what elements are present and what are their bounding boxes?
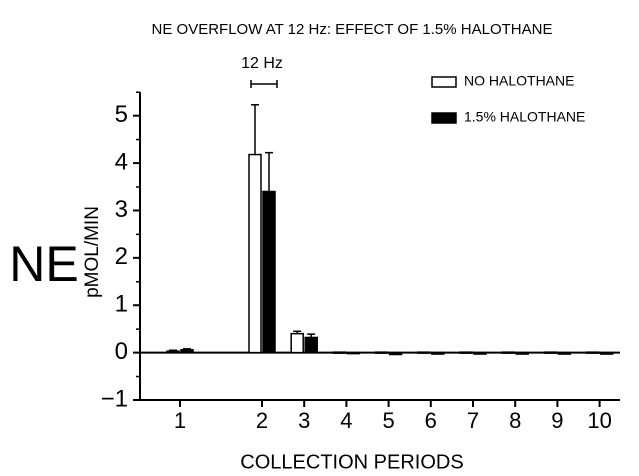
x-tick-label: 1 bbox=[174, 408, 186, 433]
y-title: NE bbox=[9, 236, 78, 292]
bar bbox=[346, 351, 361, 355]
bar bbox=[515, 351, 529, 355]
bar bbox=[417, 351, 431, 354]
error-bar bbox=[251, 104, 259, 155]
legend-label: 1.5% HALOTHANE bbox=[464, 109, 585, 125]
bar bbox=[585, 351, 600, 354]
x-tick-label: 9 bbox=[551, 408, 563, 433]
bar bbox=[501, 351, 515, 354]
x-tick-label: 6 bbox=[425, 408, 437, 433]
y-tick-label: 5 bbox=[115, 101, 128, 128]
y-axis-label: pMOL/MIN bbox=[82, 206, 103, 298]
x-tick-label: 10 bbox=[587, 408, 611, 433]
y-tick-label: −1 bbox=[101, 385, 128, 412]
x-axis-label: COLLECTION PERIODS bbox=[240, 451, 463, 473]
bar bbox=[388, 351, 403, 356]
error-bar bbox=[307, 333, 316, 338]
bar bbox=[599, 351, 614, 355]
error-bar bbox=[169, 349, 177, 352]
chart-title: NE OVERFLOW AT 12 Hz: EFFECT OF 1.5% HAL… bbox=[152, 21, 553, 38]
y-tick-label: 4 bbox=[115, 148, 128, 175]
bar bbox=[332, 351, 347, 354]
bar bbox=[262, 190, 276, 354]
bar bbox=[166, 350, 180, 354]
bar bbox=[248, 153, 262, 354]
x-tick-label: 4 bbox=[340, 408, 352, 433]
bar bbox=[374, 351, 389, 354]
legend-label: NO HALOTHANE bbox=[464, 73, 574, 89]
x-tick-label: 7 bbox=[467, 408, 479, 433]
bar bbox=[543, 351, 558, 354]
bar bbox=[459, 351, 473, 354]
x-tick-label: 8 bbox=[509, 408, 521, 433]
legend-swatch bbox=[431, 76, 457, 88]
bar bbox=[557, 351, 572, 355]
annotation-bracket bbox=[250, 80, 278, 88]
error-bar bbox=[293, 330, 302, 334]
x-tick-label: 2 bbox=[256, 408, 268, 433]
bar bbox=[290, 332, 304, 354]
y-tick-label: 0 bbox=[115, 338, 128, 365]
bar bbox=[180, 349, 194, 354]
x-tick-label: 3 bbox=[298, 408, 310, 433]
annotation: 12 Hz bbox=[241, 55, 283, 72]
legend-swatch bbox=[431, 112, 457, 124]
bar bbox=[304, 336, 318, 354]
y-tick-label: 3 bbox=[115, 196, 128, 223]
error-bar bbox=[183, 348, 191, 350]
bar bbox=[473, 351, 487, 355]
error-bar bbox=[265, 151, 273, 192]
x-tick-label: 5 bbox=[382, 408, 394, 433]
y-tick-label: 1 bbox=[115, 291, 128, 318]
bar bbox=[431, 351, 445, 355]
y-tick-label: 2 bbox=[115, 243, 128, 270]
